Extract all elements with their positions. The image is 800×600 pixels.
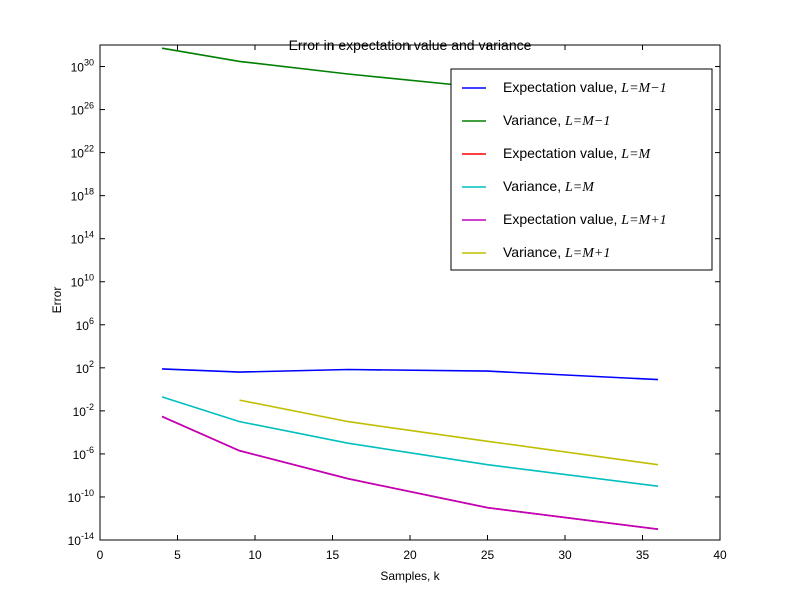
y-tick-base: 10 (73, 405, 87, 419)
y-axis-label: Error (50, 287, 64, 314)
y-tick-base: 10 (73, 448, 87, 462)
y-tick-exponent: 6 (89, 316, 94, 326)
x-tick-label: 35 (636, 548, 650, 562)
series-line-1 (161, 368, 659, 381)
y-tick-label: 106 (76, 316, 94, 333)
y-tick-label: 10-14 (68, 531, 94, 548)
y-tick-exponent: -14 (81, 531, 94, 541)
x-tick-label: 5 (174, 548, 181, 562)
x-tick-label: 25 (481, 548, 495, 562)
x-tick-label: 15 (326, 548, 340, 562)
legend-label-math: L=M−1 (620, 81, 666, 96)
legend-label-4: Variance, L=M (503, 178, 595, 195)
legend-label-math: L=M (564, 180, 595, 195)
legend-box (450, 68, 713, 271)
y-tick-base: 10 (76, 319, 90, 333)
y-axis-ticks: 10-1410-1010-610-21021061010101410181022… (68, 58, 720, 548)
legend-label-1: Expectation value, L=M−1 (503, 79, 667, 96)
y-tick-label: 102 (76, 359, 94, 376)
y-tick-base: 10 (68, 491, 82, 505)
y-tick-exponent: 14 (84, 230, 94, 240)
legend-label-text: Variance, (503, 244, 565, 260)
legend-label-text: Expectation value, (503, 211, 621, 227)
y-tick-exponent: 10 (84, 273, 94, 283)
y-tick-label: 10-6 (73, 445, 94, 462)
x-axis-ticks: 0 5 10 15 20 25 30 35 40 (97, 45, 727, 562)
y-tick-label: 1026 (71, 101, 94, 118)
y-tick-exponent: 22 (84, 144, 94, 154)
legend-label-text: Variance, (503, 112, 565, 128)
legend-label-text: Expectation value, (503, 79, 621, 95)
y-tick-exponent: 2 (89, 359, 94, 369)
y-tick-label: 1030 (71, 58, 94, 75)
y-tick-label: 10-2 (73, 402, 94, 419)
y-tick-base: 10 (71, 276, 85, 290)
y-tick-label: 1018 (71, 187, 94, 204)
legend-label-3: Expectation value, L=M (503, 145, 652, 162)
legend-label-text: Expectation value, (503, 145, 621, 161)
legend-label-text: Variance, (503, 178, 565, 194)
plot-area: 0 5 10 15 20 25 30 35 40 10-1410-1010-610-210210… (68, 44, 727, 562)
legend-label-6: Variance, L=M+1 (503, 244, 610, 261)
y-tick-label: 1010 (71, 273, 94, 290)
x-tick-label: 30 (558, 548, 572, 562)
y-tick-exponent: -10 (81, 488, 94, 498)
series-line-6 (239, 399, 659, 466)
y-tick-exponent: 30 (84, 58, 94, 68)
y-tick-base: 10 (76, 362, 90, 376)
legend-label-math: L=M+1 (620, 213, 666, 228)
y-tick-exponent: -2 (86, 402, 94, 412)
y-tick-label: 1014 (71, 230, 94, 247)
series-line-5 (161, 415, 659, 530)
x-tick-label: 40 (713, 548, 727, 562)
y-tick-base: 10 (71, 147, 85, 161)
y-tick-exponent: 18 (84, 187, 94, 197)
y-tick-label: 10-10 (68, 488, 94, 505)
legend-label-math: L=M−1 (564, 114, 610, 129)
y-tick-exponent: -6 (86, 445, 94, 455)
x-tick-label: 20 (403, 548, 417, 562)
x-tick-label: 0 (97, 548, 104, 562)
legend-label-math: L=M (620, 147, 651, 162)
legend-label-math: L=M+1 (564, 246, 610, 261)
y-tick-base: 10 (68, 534, 82, 548)
y-tick-exponent: 26 (84, 101, 94, 111)
y-tick-label: 1022 (71, 144, 94, 161)
legend-label-5: Expectation value, L=M+1 (503, 211, 667, 228)
x-axis-label: Samples, k (380, 569, 440, 583)
series-line-4 (161, 396, 659, 487)
legend-label-2: Variance, L=M−1 (503, 112, 610, 129)
y-tick-base: 10 (71, 233, 85, 247)
x-tick-label: 10 (248, 548, 262, 562)
y-tick-base: 10 (71, 190, 85, 204)
y-tick-base: 10 (71, 61, 85, 75)
y-tick-base: 10 (71, 104, 85, 118)
